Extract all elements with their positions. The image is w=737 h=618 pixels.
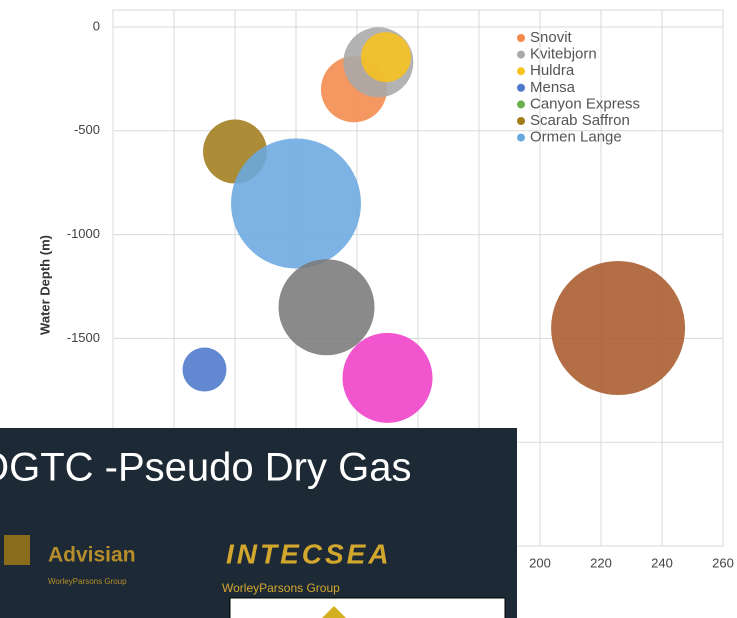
advisian-sub: WorleyParsons Group bbox=[48, 577, 127, 586]
x-tick-label: 200 bbox=[529, 555, 551, 570]
y-tick-label: -500 bbox=[74, 122, 100, 137]
x-tick-label: 260 bbox=[712, 555, 734, 570]
legend-label: Huldra bbox=[530, 62, 575, 79]
advisian-logo bbox=[4, 535, 30, 565]
legend-marker bbox=[517, 67, 525, 76]
y-tick-label: -1500 bbox=[67, 330, 100, 345]
bubble bbox=[360, 32, 411, 83]
legend-label: Ormen Lange bbox=[530, 129, 622, 146]
legend-marker bbox=[517, 83, 525, 92]
legend-label: Mensa bbox=[530, 79, 576, 96]
intecsea-sub: WorleyParsons Group bbox=[222, 581, 340, 595]
bubble bbox=[231, 138, 361, 269]
bubble bbox=[182, 347, 227, 392]
y-tick-label: -1000 bbox=[67, 226, 100, 241]
legend-marker bbox=[517, 100, 525, 109]
inset-box bbox=[229, 597, 506, 618]
banner-title: OGTC -Pseudo Dry Gas bbox=[0, 446, 411, 490]
banner: OGTC -Pseudo Dry Gas Advisian WorleyPars… bbox=[0, 428, 517, 618]
legend-marker bbox=[517, 34, 525, 42]
legend-label: Scarab Saffron bbox=[530, 112, 630, 129]
legend-marker bbox=[517, 50, 525, 59]
legend-label: Kvitebjorn bbox=[530, 46, 597, 63]
bubble bbox=[278, 259, 375, 356]
legend-label: Snovit bbox=[530, 29, 573, 46]
y-axis-label: Water Depth (m) bbox=[37, 235, 52, 335]
legend-marker bbox=[517, 117, 525, 125]
legend-label: Canyon Express bbox=[530, 95, 640, 112]
x-tick-label: 220 bbox=[590, 555, 612, 570]
y-tick-label: 0 bbox=[93, 18, 100, 33]
inset-icon bbox=[322, 606, 346, 618]
bubble bbox=[551, 261, 686, 396]
x-tick-label: 240 bbox=[651, 555, 673, 570]
banner-bg bbox=[0, 428, 517, 618]
advisian-name: Advisian bbox=[48, 544, 136, 567]
bubble bbox=[342, 332, 433, 423]
intecsea-name: INTECSEA bbox=[226, 538, 392, 569]
legend-marker bbox=[517, 133, 525, 142]
